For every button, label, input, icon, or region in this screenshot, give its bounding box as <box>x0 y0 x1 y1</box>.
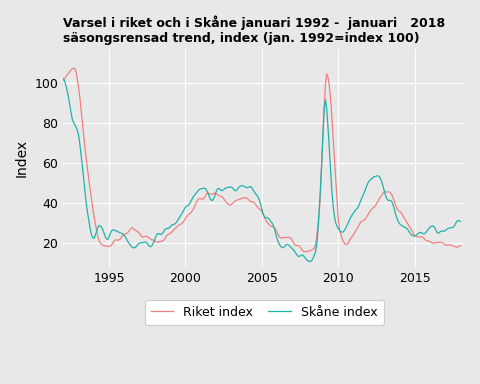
Riket index <box>342 241 348 246</box>
Line: Skåne index: Skåne index <box>63 78 460 262</box>
Y-axis label: Index: Index <box>15 139 29 177</box>
Skåne index <box>340 230 346 234</box>
Riket index <box>71 66 76 70</box>
Skåne index <box>307 259 313 264</box>
Text: Varsel i riket och i Skåne januari 1992 -  januari   2018
säsongsrensad trend, i: Varsel i riket och i Skåne januari 1992 … <box>63 15 445 45</box>
Skåne index <box>186 202 192 207</box>
Legend: Riket index, Skåne index: Riket index, Skåne index <box>144 300 384 325</box>
Skåne index <box>373 174 379 179</box>
Skåne index <box>60 76 66 81</box>
Riket index <box>432 241 438 245</box>
Skåne index <box>168 224 173 229</box>
Skåne index <box>457 219 463 224</box>
Riket index <box>302 249 308 254</box>
Skåne index <box>431 224 437 228</box>
Riket index <box>188 211 193 215</box>
Riket index <box>168 230 174 235</box>
Skåne index <box>72 122 78 127</box>
Riket index <box>73 70 79 74</box>
Riket index <box>375 199 381 204</box>
Riket index <box>60 78 66 83</box>
Riket index <box>457 243 463 248</box>
Line: Riket index: Riket index <box>63 68 460 252</box>
